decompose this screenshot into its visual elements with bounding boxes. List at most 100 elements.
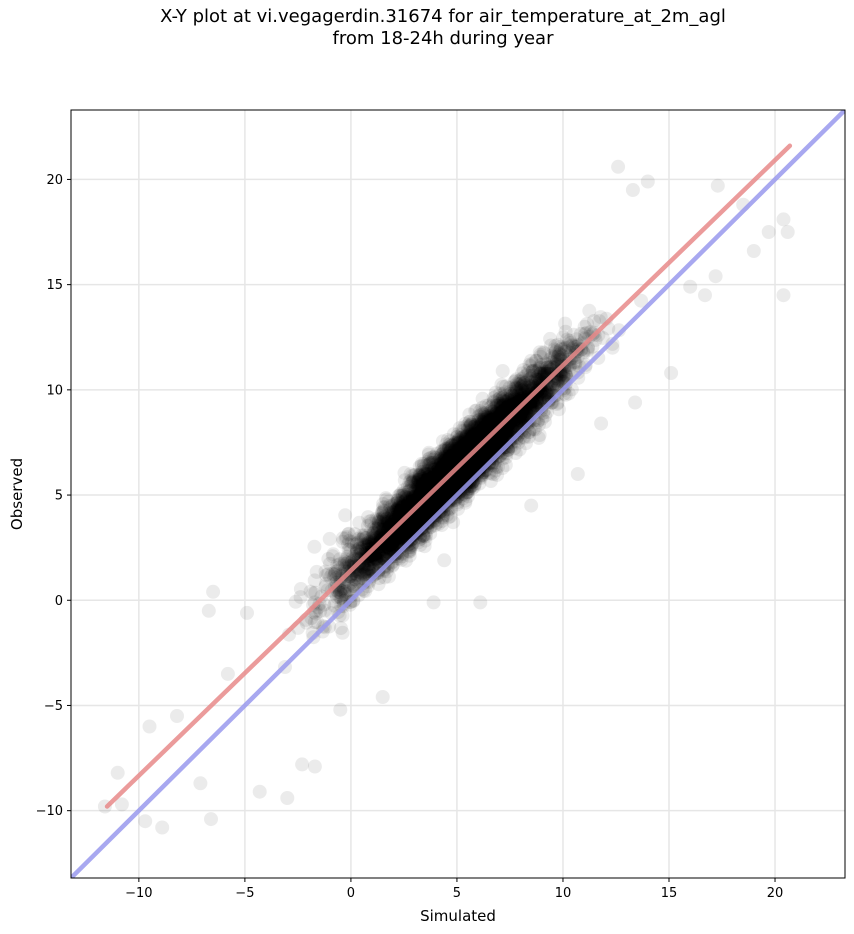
data-point — [513, 376, 528, 391]
data-point — [469, 445, 484, 460]
data-point — [495, 461, 510, 475]
data-point — [464, 417, 479, 432]
data-point — [462, 430, 477, 445]
data-point — [551, 349, 566, 364]
data-point — [382, 498, 397, 513]
data-point — [536, 345, 551, 360]
data-point — [459, 439, 473, 454]
data-point — [376, 547, 391, 562]
data-point — [422, 501, 437, 516]
data-point — [384, 513, 399, 528]
data-point — [293, 590, 308, 605]
data-point — [405, 474, 420, 489]
data-point — [405, 521, 420, 536]
data-point — [477, 420, 491, 435]
data-point — [390, 507, 405, 521]
data-point — [470, 424, 485, 439]
data-point — [341, 526, 356, 541]
data-point — [439, 460, 454, 475]
data-point — [444, 452, 459, 467]
data-point — [469, 427, 484, 442]
data-point — [318, 564, 333, 579]
data-point — [443, 456, 457, 471]
data-point — [432, 452, 447, 467]
data-point — [405, 493, 420, 508]
data-point — [430, 463, 445, 478]
data-point — [411, 508, 426, 523]
data-point — [434, 456, 448, 471]
data-point — [439, 486, 454, 501]
data-point — [476, 425, 491, 440]
data-point — [351, 574, 366, 589]
data-point — [490, 467, 505, 482]
data-point — [443, 443, 458, 458]
data-point — [424, 502, 439, 517]
data-point — [434, 488, 449, 503]
data-point — [556, 370, 571, 385]
data-point — [430, 467, 445, 482]
data-point — [460, 447, 475, 462]
data-point — [307, 615, 322, 630]
data-point — [373, 512, 388, 527]
data-point — [453, 471, 468, 486]
data-point — [436, 489, 451, 504]
data-point — [423, 501, 438, 516]
data-point — [395, 487, 410, 502]
data-point — [333, 621, 348, 636]
data-point — [448, 442, 462, 457]
data-point — [453, 473, 468, 487]
data-point — [511, 397, 526, 412]
data-point — [393, 527, 408, 542]
data-point — [472, 476, 487, 491]
data-point — [464, 432, 478, 446]
data-point — [450, 440, 465, 455]
data-point — [505, 393, 520, 408]
data-point — [441, 441, 456, 456]
data-point — [462, 415, 477, 429]
data-point — [434, 479, 448, 494]
data-point — [415, 482, 429, 497]
data-point — [465, 428, 480, 443]
data-point — [394, 526, 409, 541]
data-point — [528, 353, 543, 368]
data-point — [445, 477, 459, 491]
data-point — [460, 447, 475, 461]
data-point — [420, 466, 435, 481]
data-point — [454, 430, 469, 445]
data-point — [466, 458, 480, 473]
data-point — [448, 477, 463, 492]
data-point — [391, 494, 406, 509]
data-point — [495, 404, 510, 419]
data-point — [343, 561, 357, 575]
data-point — [415, 482, 430, 497]
data-point — [360, 557, 375, 572]
data-point — [482, 417, 497, 432]
data-point — [459, 427, 474, 442]
data-point — [508, 446, 523, 460]
data-point — [483, 412, 498, 426]
data-point — [383, 506, 397, 521]
data-point — [497, 428, 512, 443]
data-point — [455, 443, 470, 458]
data-point — [411, 513, 426, 528]
data-point — [416, 509, 431, 524]
data-point — [336, 585, 351, 600]
data-point — [498, 458, 513, 472]
data-point — [490, 393, 505, 408]
data-point — [427, 458, 442, 473]
data-point — [536, 405, 551, 420]
data-point — [417, 476, 432, 490]
data-point — [438, 459, 453, 474]
data-point — [460, 418, 475, 433]
data-point — [502, 398, 517, 412]
data-point — [513, 374, 528, 389]
data-point — [442, 440, 456, 455]
data-point — [369, 551, 384, 566]
data-point — [395, 496, 410, 511]
data-point — [486, 413, 501, 428]
data-point — [446, 515, 461, 530]
data-point — [337, 583, 352, 598]
data-point — [466, 455, 481, 470]
data-point — [446, 478, 461, 493]
data-point — [395, 503, 410, 518]
